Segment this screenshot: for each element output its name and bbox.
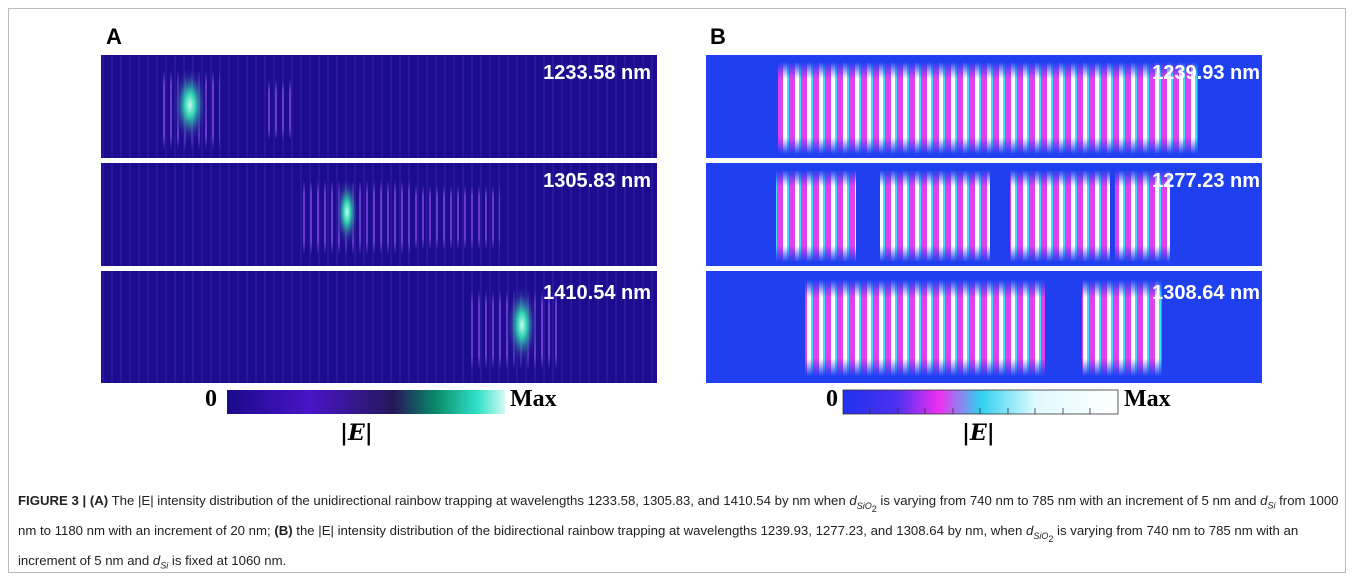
wavelength-label: 1233.58 nm xyxy=(543,62,651,84)
colorbar-min: 0 xyxy=(205,386,217,412)
symbol-sub: Si xyxy=(1267,500,1276,511)
caption-part: the |E| intensity distribution of the bi… xyxy=(292,522,1026,538)
symbol: d xyxy=(1260,493,1268,508)
colorbar-a xyxy=(227,390,505,414)
caption-part: The |E| intensity distribution of the un… xyxy=(108,493,850,508)
field-map xyxy=(101,271,657,383)
symbol: d xyxy=(849,493,857,508)
colorbar-b xyxy=(842,389,1119,415)
wavelength-label: 1305.83 nm xyxy=(543,170,651,192)
caption-label: FIGURE 3 | xyxy=(18,493,87,508)
wavelength-label: 1239.93 nm xyxy=(1152,62,1260,84)
caption-part: from 1000 nm to 1180 nm with an incremen… xyxy=(18,493,1339,538)
figure-graphics xyxy=(101,55,1262,415)
caption-part: (B) xyxy=(274,522,293,538)
symbol-subsub: 2 xyxy=(871,503,877,514)
symbol-sub: SiO xyxy=(1033,530,1049,541)
caption-part: is varying from 740 nm to 785 nm with an… xyxy=(876,493,1261,508)
wavelength-label: 1308.64 nm xyxy=(1152,282,1260,304)
frame xyxy=(8,8,1346,573)
symbol-sub: SiO xyxy=(856,500,872,511)
colorbar-max: Max xyxy=(510,386,557,412)
colorbar-quantity: |E| xyxy=(962,420,995,446)
caption-part: is varying from 740 nm to 785 nm with an… xyxy=(18,522,1299,568)
colorbar-max: Max xyxy=(1124,386,1171,412)
wavelength-label: 1410.54 nm xyxy=(543,282,651,304)
caption-part: (A) xyxy=(89,493,109,508)
colorbar-min: 0 xyxy=(826,386,838,412)
colorbar-b-ticks xyxy=(869,408,1091,414)
panel-label: B xyxy=(710,24,726,49)
colorbar-quantity: |E| xyxy=(340,420,373,446)
caption-part: is fixed at 1060 nm. xyxy=(168,552,287,568)
caption: FIGURE 3 | (A) The |E| intensity distrib… xyxy=(18,490,1340,577)
symbol-sub: Si xyxy=(160,560,169,571)
panel-a-images xyxy=(101,55,657,383)
symbol: d xyxy=(1026,522,1034,538)
panel-label: A xyxy=(106,24,122,49)
panel-b-images xyxy=(706,55,1262,383)
symbol: d xyxy=(152,552,161,568)
symbol-subsub: 2 xyxy=(1048,533,1054,544)
wavelength-label: 1277.23 nm xyxy=(1152,170,1260,192)
